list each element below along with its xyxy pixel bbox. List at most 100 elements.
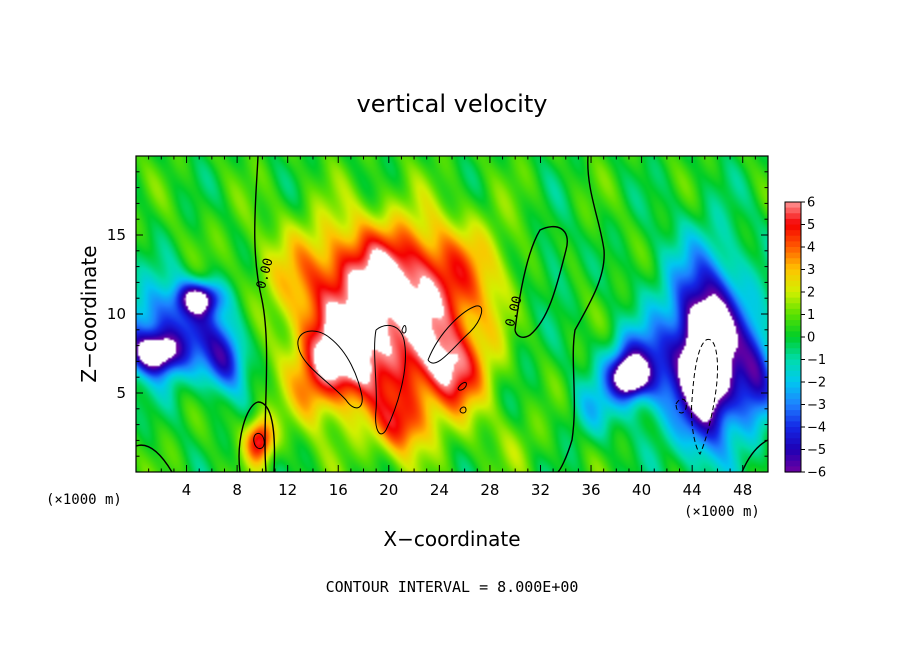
colorbar-segment (785, 252, 801, 259)
colorbar-tick-label: 0 (807, 331, 815, 346)
colorbar-segment (785, 224, 801, 231)
heatmap-field (136, 156, 768, 472)
contour-interval-note: CONTOUR INTERVAL = 8.000E+00 (326, 578, 579, 596)
colorbar-segment (785, 410, 801, 417)
colorbar-segment (785, 303, 801, 310)
colorbar-tick-label: −2 (807, 376, 826, 391)
y-axis-ticks: 5 10 15 (107, 171, 768, 457)
colorbar-tick-label: −4 (807, 421, 826, 436)
negative-contour-right (691, 338, 719, 455)
colorbar-tick-label: 4 (807, 241, 815, 256)
colorbar-segment (785, 275, 801, 282)
y-tick-label: 10 (107, 305, 126, 323)
colorbar-segment (785, 353, 801, 361)
x-axis-label: X−coordinate (383, 527, 520, 551)
x-tick-label: 40 (632, 481, 651, 499)
colorbar-segment (785, 365, 801, 372)
colorbar-segment (785, 207, 801, 214)
colorbar-segment (785, 286, 801, 293)
chart-title: vertical velocity (357, 90, 548, 118)
x-tick-label: 48 (733, 481, 752, 499)
colorbar-segment (785, 241, 801, 248)
colorbar-tick-label: 2 (807, 286, 815, 301)
x-tick-label: 24 (430, 481, 449, 499)
colorbar-segment (785, 213, 801, 220)
colorbar-segment (785, 438, 801, 445)
colorbar-segment (785, 337, 801, 344)
y-axis-label: Z−coordinate (77, 245, 101, 382)
colorbar-segment (785, 235, 801, 242)
colorbar-segment (785, 247, 801, 254)
colorbar-segment (785, 202, 801, 209)
colorbar-segment (785, 292, 801, 299)
x-tick-label: 12 (278, 481, 297, 499)
inner-contour-small-1 (457, 381, 467, 391)
colorbar-segment (785, 230, 801, 237)
colorbar-segment (785, 320, 801, 327)
colorbar-segment (785, 415, 801, 422)
colorbar: 6 5 4 3 2 1 0 −1 −2 −3 −4 −5 −6 (784, 196, 826, 481)
colorbar-segment (785, 331, 801, 338)
colorbar-segment (785, 280, 801, 287)
x-tick-label: 16 (329, 481, 348, 499)
zero-contours (136, 156, 768, 472)
zero-contour-x33 (557, 156, 605, 472)
colorbar-segment (785, 455, 801, 462)
colorbar-tick-label: 3 (807, 263, 815, 278)
colorbar-tick-label: −1 (807, 353, 826, 368)
x-tick-label: 32 (531, 481, 550, 499)
colorbar-tick-label: 1 (807, 308, 815, 323)
colorbar-tick-label: 6 (807, 196, 815, 211)
colorbar-segment (785, 370, 801, 377)
colorbar-segment (785, 443, 801, 451)
colorbar-segment (785, 382, 801, 389)
x-tick-label: 4 (182, 481, 192, 499)
colorbar-segment (785, 398, 801, 406)
inner-contour-center-small (401, 325, 407, 334)
colorbar-tick-label: 5 (807, 218, 815, 233)
zero-contour-x31 (514, 225, 568, 338)
x-tick-label: 44 (683, 481, 702, 499)
colorbar-segment (785, 421, 801, 428)
colorbar-segment (785, 466, 801, 473)
colorbar-tick-label: −6 (807, 466, 826, 481)
colorbar-segment (785, 258, 801, 265)
x-unit-label-left: (×1000 m) (46, 492, 122, 508)
colorbar-segment (785, 432, 801, 439)
colorbar-segment (785, 387, 801, 394)
colorbar-segment (785, 404, 801, 411)
x-tick-label: 8 (232, 481, 242, 499)
colorbar-segment (785, 449, 801, 456)
colorbar-segment (785, 308, 801, 316)
colorbar-segment (785, 263, 801, 271)
negative-contour-right-small (675, 398, 687, 414)
y-tick-label: 15 (107, 226, 126, 244)
colorbar-segment (785, 269, 801, 276)
inner-contour-small-2 (459, 406, 467, 414)
y-tick-label: 5 (116, 384, 126, 402)
colorbar-segment (785, 376, 801, 383)
colorbar-tick-label: −5 (807, 443, 826, 458)
colorbar-segment (785, 314, 801, 321)
x-axis-ticks: 4 8 12 16 20 24 28 32 36 40 44 48 (148, 156, 756, 499)
colorbar-tick-label: −3 (807, 398, 826, 413)
zero-contour-bottom-left (238, 401, 276, 472)
colorbar-segment (785, 348, 801, 355)
x-unit-label-right: (×1000 m) (684, 504, 760, 520)
zero-contour-right (741, 439, 768, 472)
colorbar-segment (785, 325, 801, 332)
colorbar-segment (785, 218, 801, 226)
x-tick-label: 36 (581, 481, 600, 499)
colorbar-segment (785, 342, 801, 349)
zero-contour-left (136, 444, 173, 472)
zero-contour-x10 (254, 156, 268, 472)
x-tick-label: 28 (480, 481, 499, 499)
colorbar-segment (785, 460, 801, 467)
x-tick-label: 20 (379, 481, 398, 499)
inner-contour-center (374, 324, 406, 435)
colorbar-segment (785, 427, 801, 434)
colorbar-segment (785, 359, 801, 366)
inner-contour-right-lobe (427, 305, 483, 364)
colorbar-segment (785, 297, 801, 304)
